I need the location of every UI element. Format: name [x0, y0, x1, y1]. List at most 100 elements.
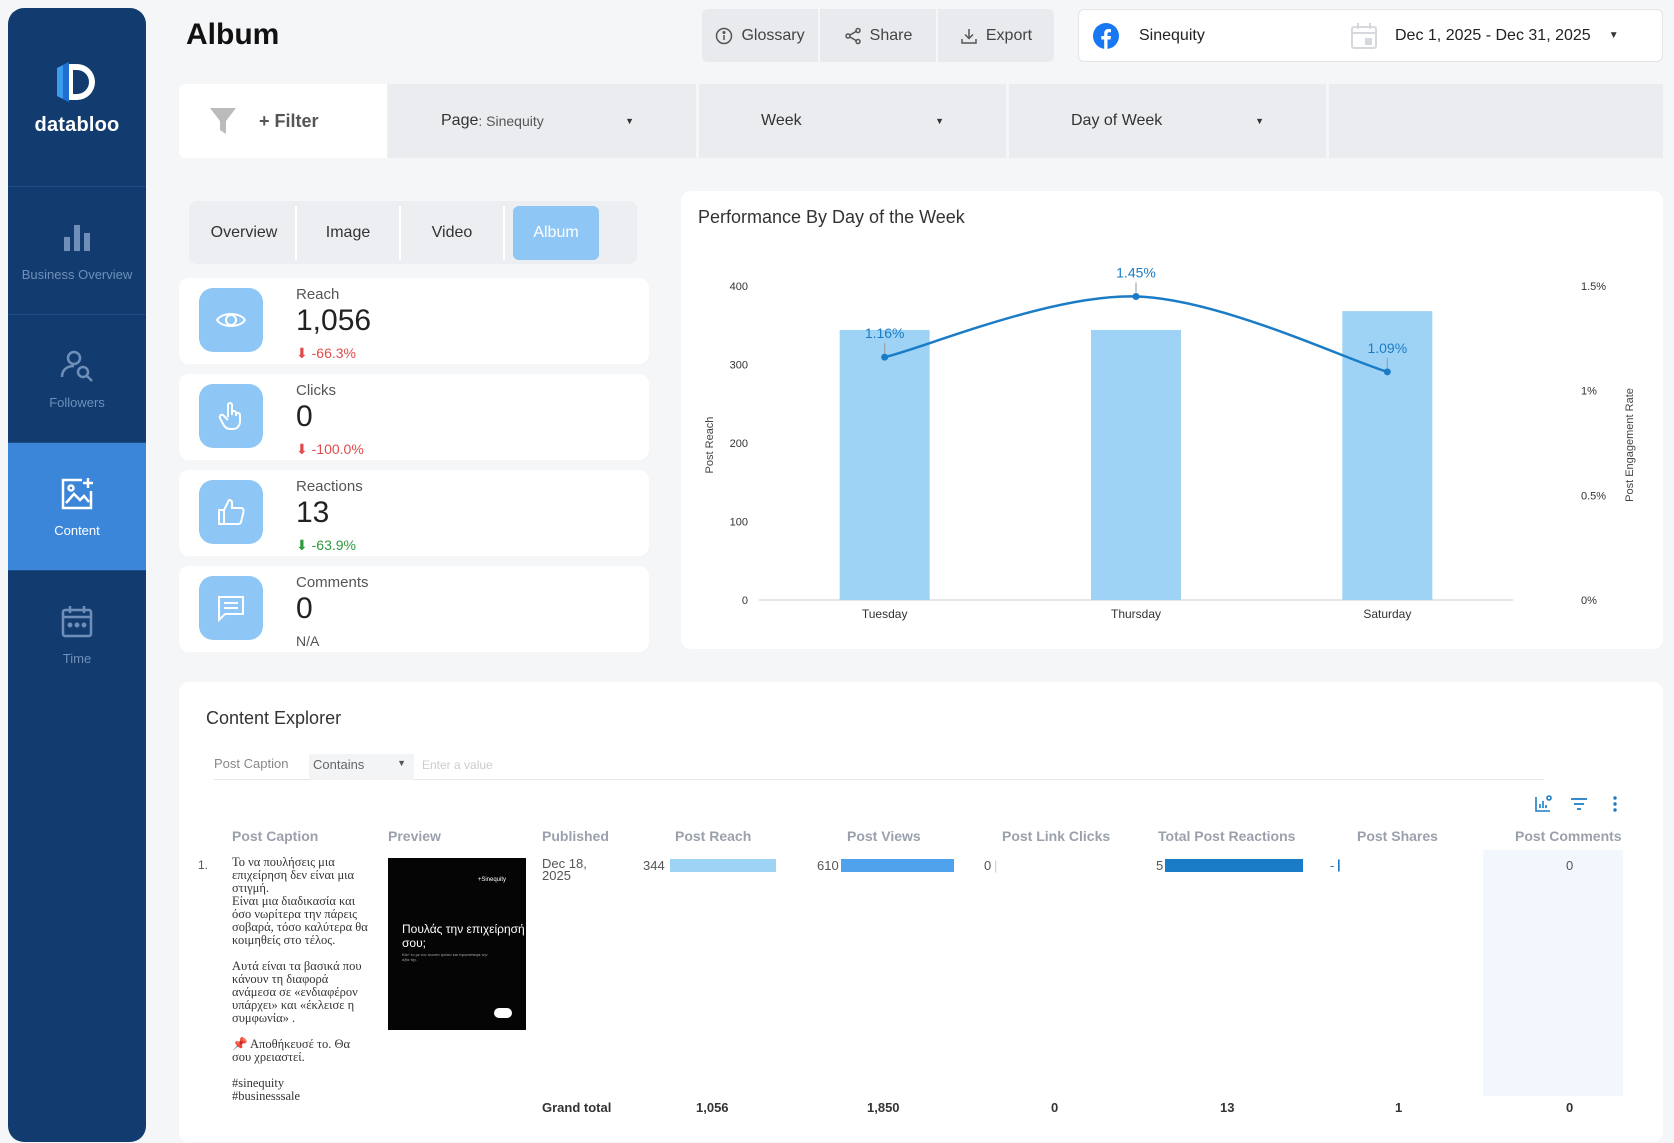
preview-brand: +Sinequity [477, 877, 506, 883]
info-icon [716, 27, 733, 44]
post-shares-bar: | [1337, 857, 1341, 872]
kpi-reach-card: Reach 1,056 ⬇ -66.3% [179, 278, 649, 364]
engagement-rate-point [1132, 292, 1140, 300]
play-icon [494, 1008, 512, 1018]
content-explorer-title: Content Explorer [206, 708, 342, 728]
engagement-rate-point [881, 353, 889, 361]
filter-bar: + Filter Page: Sinequity ▼ Week ▼ Day of… [179, 84, 1663, 158]
nav-content[interactable]: Content [8, 442, 146, 570]
tab-video[interactable]: Video [401, 205, 505, 260]
chart-title: Performance By Day of the Week [698, 207, 965, 227]
column-header[interactable]: Post Comments [1515, 828, 1622, 844]
export-label: Export [985, 26, 1033, 44]
kpi-label: Comments [296, 574, 369, 591]
published-date: Dec 18, 2025 [542, 856, 587, 883]
calendar-icon [61, 606, 93, 638]
kpi-reactions-card: Reactions 13 ⬇ -63.9% [179, 470, 649, 556]
filter-operator-value: Contains [313, 757, 365, 772]
calendar-icon [1351, 22, 1377, 49]
column-header[interactable]: Post Reach [675, 828, 752, 844]
filter-column-label: Post Caption [214, 756, 289, 771]
reach-bar [839, 329, 930, 600]
nav-time[interactable]: Time [8, 570, 146, 698]
more-vertical-icon[interactable] [1605, 794, 1625, 814]
grand-total-views: 1,850 [867, 1100, 900, 1115]
kpi-delta: ⬇ -63.9% [296, 537, 356, 553]
nav-followers[interactable]: Followers [8, 314, 146, 442]
y-tick-label: 200 [730, 438, 748, 450]
day-of-week-filter-dropdown[interactable]: Day of Week ▼ [1009, 84, 1329, 158]
user-search-icon [60, 350, 93, 382]
y-right-tick-label: 1% [1581, 386, 1597, 398]
pointer-hand-icon [199, 384, 263, 448]
filter-value-input[interactable]: Enter a value [422, 758, 493, 772]
page-filter-value: : Sinequity [478, 113, 544, 129]
tab-image[interactable]: Image [297, 205, 401, 260]
kpi-comments-card: Comments 0 N/A [179, 566, 649, 652]
share-button[interactable]: Share [820, 9, 938, 62]
post-preview-image[interactable]: +Sinequity Πουλάς την επιχείρησή σου; Κά… [388, 858, 526, 1030]
post-link-clicks-bar: | [994, 858, 998, 873]
kpi-delta: ⬇ -66.3% [296, 345, 356, 361]
brand-logo[interactable]: databloo [8, 8, 146, 186]
grand-total-shares: 1 [1395, 1100, 1403, 1115]
y-tick-label: 100 [730, 517, 748, 529]
caret-down-icon: ▼ [397, 758, 406, 768]
download-icon [961, 28, 977, 44]
comment-icon [199, 576, 263, 640]
column-header[interactable]: Post Link Clicks [1002, 828, 1111, 844]
preview-title: Πουλάς την επιχείρησή σου; [402, 922, 525, 950]
export-button[interactable]: Export [938, 9, 1054, 62]
post-caption[interactable]: Το να πουλήσεις μια επιχείρηση δεν είναι… [232, 855, 368, 1103]
kpi-delta-value: N/A [296, 633, 320, 649]
funnel-icon [210, 108, 236, 134]
y-right-axis-title: Post Engagement Rate [1624, 388, 1636, 502]
page-filter-dropdown[interactable]: Page: Sinequity ▼ [389, 84, 699, 158]
grand-total-comments: 0 [1566, 1100, 1574, 1115]
grand-total-link-clicks: 0 [1051, 1100, 1059, 1115]
date-range: Dec 1, 2025 - Dec 31, 2025 [1395, 26, 1591, 44]
column-header[interactable]: Post Shares [1357, 828, 1438, 844]
filter-empty-slot [1329, 84, 1663, 158]
week-filter-label: Week [761, 112, 802, 129]
kpi-label: Reach [296, 286, 340, 303]
caption-filter-row: Post Caption Contains ▼ Enter a value [214, 754, 1544, 780]
tab-album[interactable]: Album [513, 205, 599, 260]
caret-down-icon: ▼ [1255, 116, 1264, 126]
page-title: Album [186, 18, 280, 51]
column-header[interactable]: Published [542, 828, 609, 844]
post-link-clicks-value: 0 [984, 858, 992, 873]
y-tick-label: 0 [742, 595, 748, 607]
add-filter-button[interactable]: + Filter [179, 84, 389, 158]
post-reach-value: 344 [643, 858, 665, 873]
engagement-rate-label: 1.09% [1367, 340, 1407, 356]
sidebar: databloo Business Overview Followers Con… [8, 8, 146, 1142]
post-reach-bar [670, 859, 777, 872]
chart-settings-icon[interactable] [1533, 794, 1553, 814]
column-header[interactable]: Preview [388, 828, 441, 844]
glossary-button[interactable]: Glossary [702, 9, 820, 62]
kpi-value: 0 [296, 592, 313, 625]
kpi-delta: ⬇ -100.0% [296, 441, 364, 457]
nav-label: Time [62, 651, 92, 666]
column-header[interactable]: Total Post Reactions [1158, 828, 1296, 844]
column-header[interactable]: Post Views [847, 828, 921, 844]
bar-chart-icon [64, 225, 90, 251]
post-comments-value: 0 [1566, 858, 1574, 873]
grand-total-reach: 1,056 [696, 1100, 729, 1115]
kpi-delta-value: -100.0% [311, 441, 364, 457]
y-right-tick-label: 1.5% [1581, 281, 1606, 293]
filter-operator-dropdown[interactable]: Contains ▼ [309, 754, 414, 780]
filter-lines-icon[interactable] [1569, 794, 1589, 814]
tab-overview[interactable]: Overview [193, 205, 297, 260]
nav-business-overview[interactable]: Business Overview [8, 186, 146, 314]
engagement-rate-label: 1.16% [865, 325, 905, 341]
x-tick-label: Saturday [1363, 607, 1411, 621]
nav-label: Content [54, 523, 100, 538]
engagement-rate-point [1383, 368, 1391, 376]
reach-bar [1091, 329, 1181, 600]
row-index: 1. [198, 858, 209, 872]
column-header[interactable]: Post Caption [232, 828, 319, 844]
account-date-selector[interactable]: Sinequity Dec 1, 2025 - Dec 31, 2025 ▼ [1078, 9, 1663, 62]
week-filter-dropdown[interactable]: Week ▼ [699, 84, 1009, 158]
